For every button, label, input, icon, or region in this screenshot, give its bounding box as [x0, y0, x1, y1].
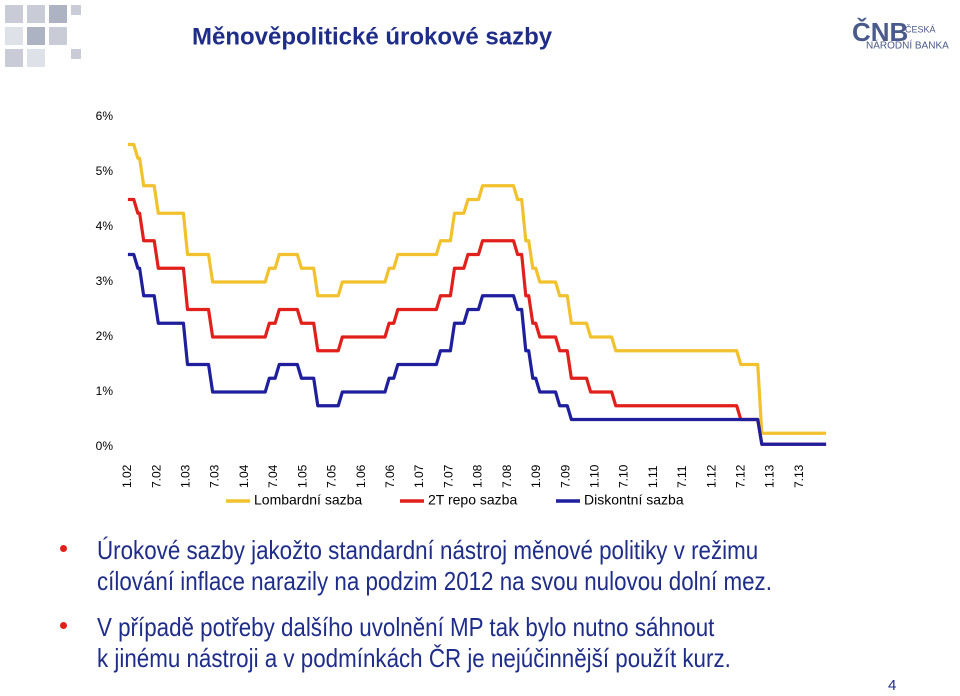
x-tick-label: 7.09	[558, 464, 572, 488]
y-tick-label: 3%	[96, 274, 114, 288]
x-tick-label: 7.08	[500, 464, 514, 488]
bullet: Úrokové sazby jakožto standardní nástroj…	[60, 535, 940, 597]
x-tick-label: 1.08	[471, 464, 485, 488]
x-tick-label: 1.09	[529, 464, 543, 488]
series-line	[127, 252, 827, 446]
x-tick-label: 1.02	[120, 464, 134, 488]
x-tick-label: 1.07	[412, 464, 426, 488]
x-tick-label: 1.03	[179, 464, 193, 488]
x-tick-label: 7.12	[734, 464, 748, 488]
y-tick-label: 5%	[96, 164, 114, 178]
x-tick-label: 7.05	[325, 464, 339, 488]
series-line	[127, 142, 827, 435]
x-tick-label: 7.06	[383, 464, 397, 488]
x-tick-label: 7.07	[441, 464, 455, 488]
x-tick-label: 1.10	[587, 464, 601, 488]
slide-title: Měnověpolitické úrokové sazby	[192, 23, 553, 50]
legend-label: 2T repo sazba	[428, 492, 517, 508]
bullet-text: k jinému nástroji a v podmínkách ČR je n…	[97, 643, 731, 673]
legend-label: Diskontní sazba	[584, 492, 684, 508]
x-tick-label: 1.06	[354, 464, 368, 488]
bullet: V případě potřeby dalšího uvolnění MP ta…	[60, 612, 940, 674]
logo-text: ČESKÁ	[905, 24, 936, 34]
x-tick-label: 1.12	[704, 464, 718, 488]
logo-text: NÁRODNÍ BANKA	[866, 39, 949, 52]
series-line	[127, 197, 827, 446]
y-tick-label: 6%	[96, 109, 114, 123]
y-tick-label: 2%	[96, 329, 114, 343]
bullet-dot	[60, 622, 67, 629]
x-tick-label: 1.11	[646, 465, 660, 488]
x-tick-label: 7.13	[792, 464, 806, 488]
x-tick-label: 7.10	[617, 464, 631, 488]
x-tick-label: 7.02	[149, 464, 163, 488]
page-number: 4	[888, 677, 897, 694]
legend-label: Lombardní sazba	[254, 492, 362, 508]
bullet-dot	[60, 545, 67, 552]
x-tick-label: 1.13	[763, 464, 777, 488]
decor-squares	[5, 5, 81, 67]
y-tick-label: 1%	[96, 384, 114, 398]
bullet-text: V případě potřeby dalšího uvolnění MP ta…	[97, 612, 715, 642]
x-tick-label: 7.03	[208, 464, 222, 488]
x-tick-label: 1.05	[295, 464, 309, 488]
y-tick-label: 0%	[96, 439, 114, 453]
bullet-text: Úrokové sazby jakožto standardní nástroj…	[97, 535, 759, 565]
x-tick-label: 1.04	[237, 464, 251, 488]
x-tick-label: 7.04	[266, 464, 280, 488]
x-tick-label: 7.11	[675, 465, 689, 488]
logo-mark: ČNB	[852, 17, 908, 47]
bullet-text: cílování inflace narazily na podzim 2012…	[97, 566, 772, 596]
y-tick-label: 4%	[96, 219, 114, 233]
